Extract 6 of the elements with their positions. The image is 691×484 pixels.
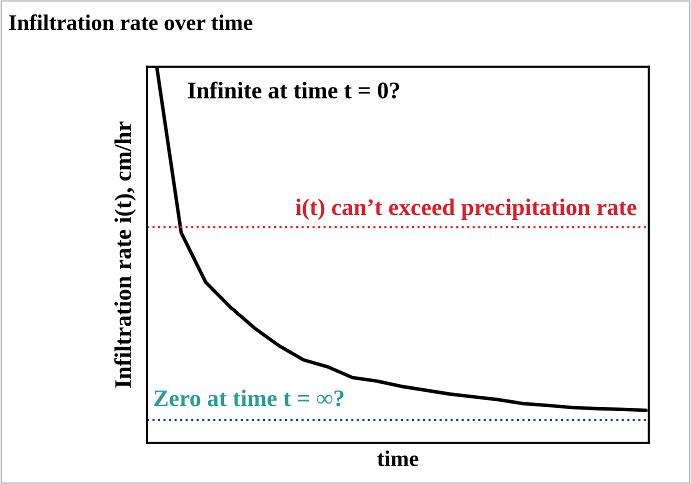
chart-title: Infiltration rate over time xyxy=(9,14,252,30)
y-axis-title: Infiltration rate i(t), cm/hr xyxy=(114,122,136,388)
x-axis-title: time xyxy=(377,450,418,466)
ref-line-label: i(t) can’t exceed precipitation rate xyxy=(296,198,636,220)
annotation: Infinite at time t = 0? xyxy=(188,82,400,99)
ref-line-label: Zero at time t = ∞? xyxy=(154,390,344,406)
